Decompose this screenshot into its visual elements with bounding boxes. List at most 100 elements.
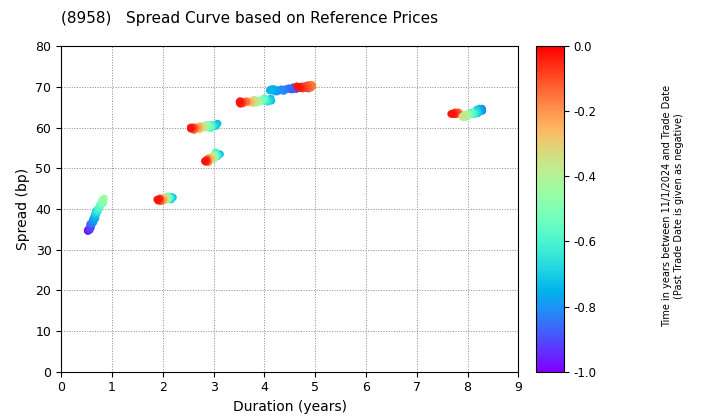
- Point: [269, 86, 280, 92]
- Point: [477, 106, 488, 113]
- Point: [294, 85, 306, 92]
- Point: [155, 198, 166, 205]
- Point: [91, 206, 103, 213]
- Point: [94, 201, 106, 207]
- Point: [189, 124, 200, 131]
- Point: [84, 226, 96, 233]
- Point: [307, 83, 318, 89]
- Point: [305, 82, 316, 89]
- Point: [267, 87, 279, 94]
- Point: [92, 205, 104, 211]
- Point: [90, 207, 102, 214]
- Point: [287, 84, 299, 91]
- Point: [275, 87, 287, 93]
- Text: Time in years between 11/1/2024 and Trade Date
(Past Trade Date is given as nega: Time in years between 11/1/2024 and Trad…: [662, 85, 684, 327]
- Point: [163, 196, 174, 202]
- Point: [197, 123, 208, 130]
- Point: [467, 110, 479, 117]
- Point: [451, 111, 462, 118]
- Point: [302, 85, 314, 92]
- Point: [207, 155, 218, 162]
- Point: [250, 97, 261, 104]
- Point: [85, 225, 96, 231]
- Point: [204, 155, 216, 162]
- Point: [90, 215, 102, 222]
- Point: [87, 218, 99, 224]
- Point: [82, 226, 94, 233]
- Point: [213, 152, 225, 158]
- Point: [185, 124, 197, 131]
- Point: [261, 97, 273, 104]
- Point: [194, 125, 205, 131]
- Point: [287, 87, 298, 93]
- Point: [210, 122, 222, 129]
- Point: [296, 85, 307, 92]
- Point: [477, 107, 488, 113]
- Point: [98, 197, 109, 203]
- Point: [453, 110, 464, 116]
- Text: (8958)   Spread Curve based on Reference Prices: (8958) Spread Curve based on Reference P…: [61, 10, 438, 26]
- Point: [209, 154, 220, 160]
- Point: [464, 110, 476, 117]
- Point: [299, 83, 310, 89]
- Point: [82, 228, 94, 234]
- Point: [474, 106, 485, 113]
- Point: [451, 109, 463, 116]
- Point: [245, 98, 256, 105]
- Point: [474, 108, 486, 114]
- Point: [154, 197, 166, 203]
- Point: [85, 221, 96, 228]
- Point: [85, 220, 96, 227]
- Point: [265, 97, 276, 103]
- Point: [160, 196, 171, 202]
- Point: [271, 87, 283, 94]
- Point: [237, 100, 248, 107]
- Point: [209, 155, 220, 162]
- Point: [99, 195, 110, 202]
- Point: [193, 124, 204, 131]
- Point: [248, 97, 259, 103]
- Point: [281, 86, 292, 93]
- Point: [203, 159, 215, 165]
- Point: [466, 109, 477, 116]
- Point: [305, 82, 316, 89]
- Point: [210, 153, 222, 160]
- Point: [449, 109, 461, 116]
- Point: [199, 158, 211, 165]
- Point: [215, 151, 226, 158]
- Point: [202, 124, 214, 131]
- Point: [212, 153, 223, 160]
- Point: [210, 152, 221, 159]
- Point: [463, 111, 474, 118]
- Point: [289, 85, 300, 92]
- Point: [279, 87, 291, 93]
- Point: [162, 193, 174, 200]
- Point: [194, 123, 206, 129]
- Point: [451, 110, 463, 116]
- Point: [286, 86, 297, 92]
- Point: [189, 124, 201, 131]
- Point: [251, 100, 263, 106]
- Point: [270, 87, 282, 94]
- Point: [279, 87, 291, 93]
- Point: [82, 227, 94, 234]
- Point: [450, 109, 462, 116]
- Point: [260, 98, 271, 105]
- Point: [297, 85, 309, 92]
- Point: [201, 121, 212, 128]
- Point: [190, 126, 202, 132]
- Point: [262, 99, 274, 105]
- Point: [235, 101, 246, 108]
- Point: [198, 125, 210, 131]
- Point: [192, 124, 203, 131]
- Point: [210, 149, 222, 155]
- Point: [98, 197, 109, 203]
- Point: [304, 84, 315, 91]
- Point: [476, 105, 487, 112]
- Point: [202, 159, 214, 165]
- Point: [155, 197, 166, 204]
- Point: [205, 125, 217, 132]
- Point: [294, 84, 306, 91]
- Point: [257, 96, 269, 103]
- Point: [89, 215, 101, 221]
